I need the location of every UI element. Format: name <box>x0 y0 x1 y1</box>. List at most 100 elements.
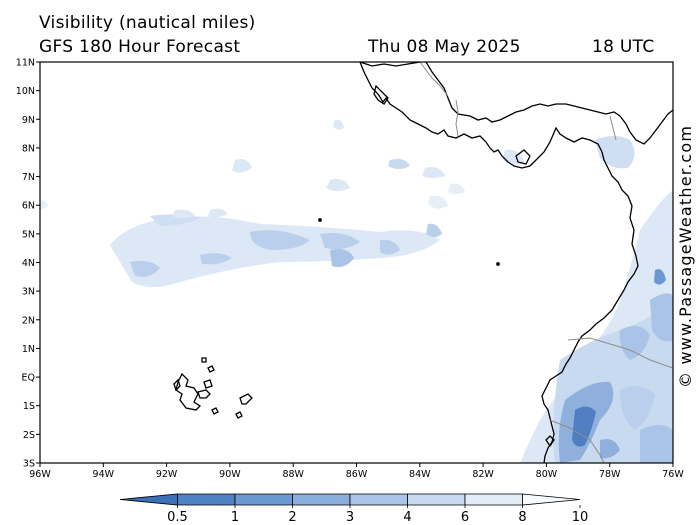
santiago-island <box>203 379 213 389</box>
y-tick-label: 4N <box>22 258 35 269</box>
y-tick-label: 1S <box>23 401 35 412</box>
x-tick-label: 86W <box>346 469 368 480</box>
credit-text: © www.PassageWeather.com <box>676 124 695 388</box>
fog-patch <box>326 179 350 191</box>
fog-patch <box>200 253 232 265</box>
fog-patch <box>330 249 354 267</box>
fog-patch <box>572 406 596 447</box>
fog-patch <box>208 208 228 218</box>
fog-patch <box>620 386 655 430</box>
x-tick-label: 82W <box>472 469 494 480</box>
colorbar-label: 4 <box>403 510 411 525</box>
country-borders <box>419 62 673 463</box>
colorbar-segment <box>349 493 408 506</box>
central-america-coast <box>359 62 639 463</box>
colorbar-label: 3 <box>346 510 354 525</box>
y-tick-label: 3S <box>23 459 35 470</box>
isabela-island <box>175 372 202 411</box>
x-tick-label: 76W <box>662 469 684 480</box>
galapagos-islands <box>173 218 500 419</box>
colorbar-segment <box>522 493 581 506</box>
san-cristobal-island <box>239 393 253 405</box>
fog-patch <box>448 183 465 194</box>
colorbar-label: 2 <box>288 510 296 525</box>
marchena-island <box>207 365 215 373</box>
colorbar-label: 1 <box>231 510 239 525</box>
x-tick-label: 88W <box>282 469 304 480</box>
fog-patch <box>388 158 410 169</box>
caribbean-coast <box>359 62 421 67</box>
espanola-island <box>235 411 243 419</box>
x-tick-label: 96W <box>29 469 51 480</box>
fog-patch <box>232 159 252 173</box>
fog-patch <box>40 199 48 210</box>
malpelo-island <box>496 262 500 266</box>
puna-island <box>545 435 555 448</box>
colorbar: 0.5 1 2 3 4 6 8 10 <box>119 493 589 525</box>
fog-patch <box>320 233 360 250</box>
y-tick-label: 3N <box>22 287 35 298</box>
azuero-coast <box>515 149 531 165</box>
fog-patch <box>600 439 620 459</box>
fog-patch <box>422 167 445 178</box>
y-tick-label: 7N <box>22 172 35 183</box>
forecast-time: 18 UTC <box>592 37 655 57</box>
map-title-variable: Visibility (nautical miles) <box>39 13 256 33</box>
fog-patch <box>595 136 635 169</box>
fog-patch <box>130 260 160 277</box>
forecast-date: Thu 08 May 2025 <box>368 37 521 57</box>
border-panama-colombia <box>609 115 617 141</box>
y-tick-label: EQ <box>22 373 35 384</box>
x-tick-label: 78W <box>599 469 621 480</box>
fog-patch <box>650 293 673 342</box>
y-tick-label: 8N <box>22 143 35 154</box>
x-tick-label: 84W <box>409 469 431 480</box>
fog-patch <box>380 239 400 255</box>
genovesa-island <box>201 357 207 363</box>
y-tick-label: 1N <box>22 344 35 355</box>
fog-patch <box>619 326 650 360</box>
y-tick-label: 11N <box>16 58 35 69</box>
coastline <box>359 62 673 463</box>
border-ecuador-peru <box>549 419 605 463</box>
colorbar-segment <box>119 493 178 506</box>
y-tick-label: 2S <box>23 430 35 441</box>
y-tick-label: 6N <box>22 201 35 212</box>
border-nicaragua-costa-rica <box>419 62 449 97</box>
y-tick-label: 10N <box>16 86 35 97</box>
x-tick-label: 90W <box>219 469 241 480</box>
colorbar-segment <box>464 493 523 506</box>
colorbar-label: 6 <box>461 510 469 525</box>
nicoya-coast <box>373 84 389 105</box>
fog-patch <box>250 230 310 250</box>
floreana-island <box>211 407 219 415</box>
x-tick-label: 94W <box>93 469 115 480</box>
cocos-island <box>318 218 322 222</box>
colorbar-segment <box>177 493 236 506</box>
fog-patch <box>333 119 344 130</box>
fog-patch <box>428 195 448 209</box>
fernandina-island <box>173 378 181 392</box>
caribbean-coast <box>425 62 673 145</box>
y-tick-label: 5N <box>22 229 35 240</box>
map-title-model: GFS 180 Hour Forecast <box>39 37 241 57</box>
colorbar-segment <box>407 493 466 506</box>
y-tick-label: 2N <box>22 315 35 326</box>
colorbar-label: 0.5 <box>167 510 188 525</box>
colorbar-segment <box>234 493 293 506</box>
fog-patch <box>110 216 440 287</box>
x-axis: 96W 94W 92W 90W 88W 86W 84W 82W 80W 78W 76W <box>29 463 684 480</box>
border-costa-rica-panama <box>455 99 459 137</box>
x-tick-label: 92W <box>156 469 178 480</box>
colorbar-label: 8 <box>518 510 526 525</box>
fog-patch <box>654 269 666 285</box>
visibility-field <box>40 119 673 463</box>
colorbar-segment <box>292 493 351 506</box>
fog-patch <box>172 209 195 218</box>
border-colombia-ecuador <box>567 337 673 369</box>
fog-patch <box>640 425 673 463</box>
colorbar-label: 10 <box>572 510 589 525</box>
fog-patch <box>426 223 442 237</box>
santa-cruz-island <box>197 389 211 399</box>
